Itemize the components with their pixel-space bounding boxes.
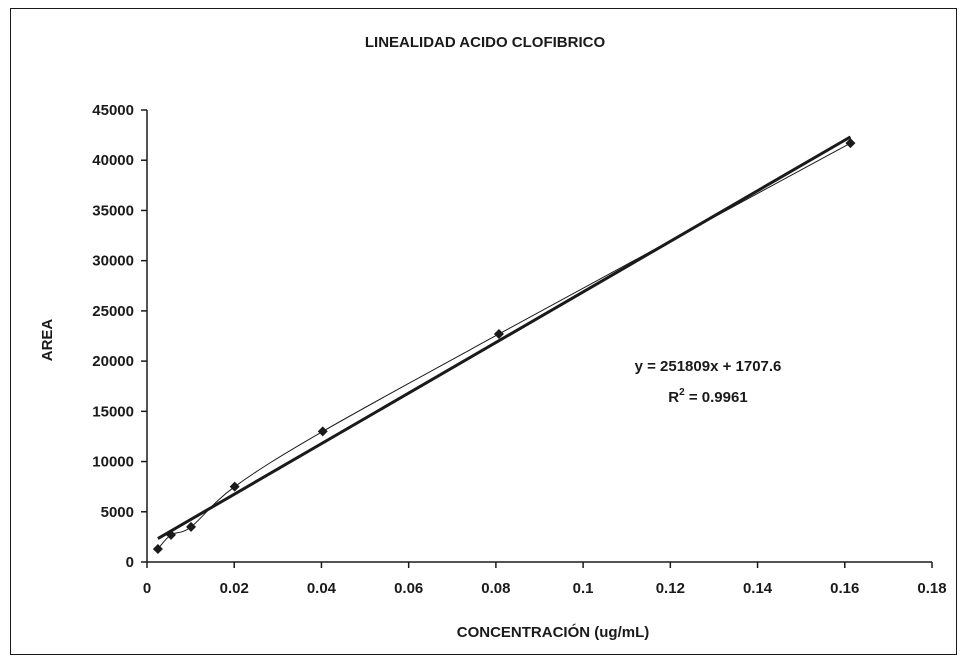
data-point <box>186 521 197 532</box>
x-tick-label: 0.16 <box>830 580 859 597</box>
trendline-equation: y = 251809x + 1707.6 <box>635 358 782 375</box>
smooth-line-path <box>157 142 851 550</box>
x-axis-label: CONCENTRACIÓN (ug/mL) <box>457 623 649 641</box>
x-tick-label: 0.04 <box>307 580 337 597</box>
x-tick-label: 0 <box>143 580 151 597</box>
trendline <box>157 135 852 540</box>
r-squared-superscript: 2 <box>679 387 685 398</box>
r-squared-label: R2 = 0.9961 <box>668 387 747 406</box>
chart-frame <box>10 8 957 655</box>
x-tick-label: 0.18 <box>917 580 946 597</box>
data-point <box>165 529 176 540</box>
x-tick-label: 0.06 <box>394 580 423 597</box>
data-point <box>152 543 163 554</box>
data-point <box>229 481 240 492</box>
y-axis-label: AREA <box>39 319 56 362</box>
y-tick-label: 40000 <box>92 152 134 169</box>
chart-title: LINEALIDAD ACIDO CLOFIBRICO <box>365 34 606 51</box>
r-squared-value: = 0.9961 <box>685 389 748 406</box>
data-points <box>152 138 856 554</box>
y-tick-label: 10000 <box>92 454 134 471</box>
data-point <box>317 426 328 437</box>
y-tick-label: 45000 <box>92 102 134 119</box>
trendline-path <box>157 135 852 540</box>
y-tick-label: 25000 <box>92 303 134 320</box>
data-point <box>845 138 856 149</box>
x-axis: 0 0.02 0.04 0.06 0.08 0.1 0.12 0.14 0.16 0.18 <box>143 561 947 597</box>
y-tick-label: 30000 <box>92 253 134 270</box>
y-tick-label: 15000 <box>92 403 134 420</box>
x-tick-label: 0.14 <box>743 580 773 597</box>
x-tick-label: 0.12 <box>656 580 685 597</box>
x-tick-label: 0.1 <box>573 580 594 597</box>
y-tick-label: 20000 <box>92 353 134 370</box>
r-squared-r: R <box>668 389 679 406</box>
y-tick-label: 35000 <box>92 202 134 219</box>
y-tick-label: 5000 <box>101 504 134 521</box>
y-axis: 0 5000 10000 15000 20000 25000 30000 35000 40000… <box>92 102 148 571</box>
y-tick-label: 0 <box>126 554 134 571</box>
x-tick-label: 0.02 <box>220 580 249 597</box>
data-point <box>493 328 504 339</box>
smooth-series-line <box>157 142 851 550</box>
x-tick-label: 0.08 <box>481 580 510 597</box>
